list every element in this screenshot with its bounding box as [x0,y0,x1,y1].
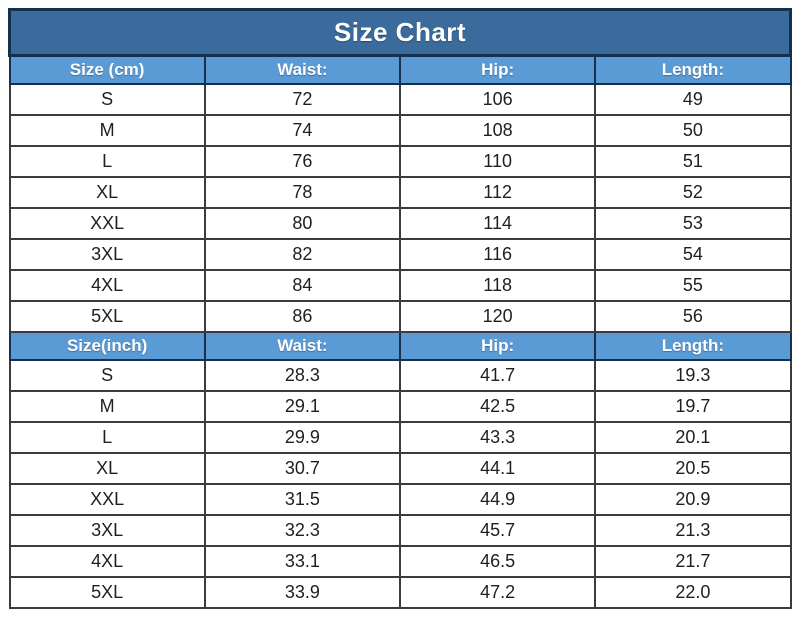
column-header: Length: [594,331,792,361]
title-row: Size Chart [8,8,792,57]
measurement-cell: 86 [203,300,402,333]
size-label-cell: 3XL [8,238,206,271]
measurement-cell: 28.3 [203,359,402,392]
table-row: 3XL 82 116 54 [8,238,792,271]
table-row: XL 78 112 52 [8,176,792,209]
size-label-cell: S [8,359,206,392]
table-row: 5XL 86 120 56 [8,300,792,333]
measurement-cell: 46.5 [398,545,597,578]
measurement-cell: 21.7 [594,545,792,578]
table-row: 4XL 33.1 46.5 21.7 [8,545,792,578]
table-row: L 29.9 43.3 20.1 [8,421,792,454]
measurement-cell: 51 [594,145,792,178]
measurement-cell: 45.7 [398,514,597,547]
table-row: S 72 106 49 [8,83,792,116]
measurement-cell: 19.3 [594,359,792,392]
size-unit-header: Size(inch) [8,331,206,361]
measurement-cell: 106 [398,83,597,116]
measurement-cell: 41.7 [398,359,597,392]
size-label-cell: XL [8,176,206,209]
measurement-cell: 82 [203,238,402,271]
measurement-cell: 112 [398,176,597,209]
size-label-cell: 4XL [8,269,206,302]
measurement-cell: 55 [594,269,792,302]
measurement-cell: 72 [203,83,402,116]
table-row: L 76 110 51 [8,145,792,178]
measurement-cell: 20.5 [594,452,792,485]
measurement-cell: 49 [594,83,792,116]
table-row: 3XL 32.3 45.7 21.3 [8,514,792,547]
size-chart-title: Size Chart [8,8,792,57]
measurement-cell: 47.2 [398,576,597,609]
size-label-cell: L [8,421,206,454]
measurement-cell: 44.9 [398,483,597,516]
measurement-cell: 19.7 [594,390,792,423]
measurement-cell: 30.7 [203,452,402,485]
measurement-cell: 22.0 [594,576,792,609]
table-row: XXL 31.5 44.9 20.9 [8,483,792,516]
table-row: XL 30.7 44.1 20.5 [8,452,792,485]
measurement-cell: 33.9 [203,576,402,609]
measurement-cell: 56 [594,300,792,333]
measurement-cell: 31.5 [203,483,402,516]
table-row: S 28.3 41.7 19.3 [8,359,792,392]
size-label-cell: M [8,114,206,147]
measurement-cell: 108 [398,114,597,147]
measurement-cell: 29.1 [203,390,402,423]
section-header-row-cm: Size (cm) Waist: Hip: Length: [8,54,792,85]
measurement-cell: 120 [398,300,597,333]
measurement-cell: 54 [594,238,792,271]
measurement-cell: 29.9 [203,421,402,454]
measurement-cell: 74 [203,114,402,147]
size-chart-body: Size Chart Size (cm) Waist: Hip: Length: S 72… [8,8,792,609]
size-label-cell: XXL [8,207,206,240]
measurement-cell: 21.3 [594,514,792,547]
section-header-row-inch: Size(inch) Waist: Hip: Length: [8,331,792,361]
size-label-cell: S [8,83,206,116]
table-row: 5XL 33.9 47.2 22.0 [8,576,792,609]
measurement-cell: 33.1 [203,545,402,578]
column-header: Hip: [398,331,597,361]
measurement-cell: 20.1 [594,421,792,454]
size-label-cell: XL [8,452,206,485]
size-chart-table: Size Chart Size (cm) Waist: Hip: Length: S 72… [8,8,792,609]
table-row: M 74 108 50 [8,114,792,147]
table-row: M 29.1 42.5 19.7 [8,390,792,423]
measurement-cell: 76 [203,145,402,178]
measurement-cell: 43.3 [398,421,597,454]
measurement-cell: 32.3 [203,514,402,547]
measurement-cell: 110 [398,145,597,178]
table-row: 4XL 84 118 55 [8,269,792,302]
size-label-cell: 5XL [8,576,206,609]
size-label-cell: L [8,145,206,178]
measurement-cell: 116 [398,238,597,271]
measurement-cell: 42.5 [398,390,597,423]
table-row: XXL 80 114 53 [8,207,792,240]
measurement-cell: 50 [594,114,792,147]
measurement-cell: 44.1 [398,452,597,485]
measurement-cell: 84 [203,269,402,302]
measurement-cell: 78 [203,176,402,209]
column-header: Waist: [203,54,402,85]
size-unit-header: Size (cm) [8,54,206,85]
measurement-cell: 80 [203,207,402,240]
size-label-cell: 5XL [8,300,206,333]
measurement-cell: 52 [594,176,792,209]
size-label-cell: M [8,390,206,423]
size-label-cell: XXL [8,483,206,516]
size-label-cell: 3XL [8,514,206,547]
measurement-cell: 20.9 [594,483,792,516]
column-header: Hip: [398,54,597,85]
measurement-cell: 53 [594,207,792,240]
measurement-cell: 118 [398,269,597,302]
size-label-cell: 4XL [8,545,206,578]
measurement-cell: 114 [398,207,597,240]
column-header: Waist: [203,331,402,361]
column-header: Length: [594,54,792,85]
